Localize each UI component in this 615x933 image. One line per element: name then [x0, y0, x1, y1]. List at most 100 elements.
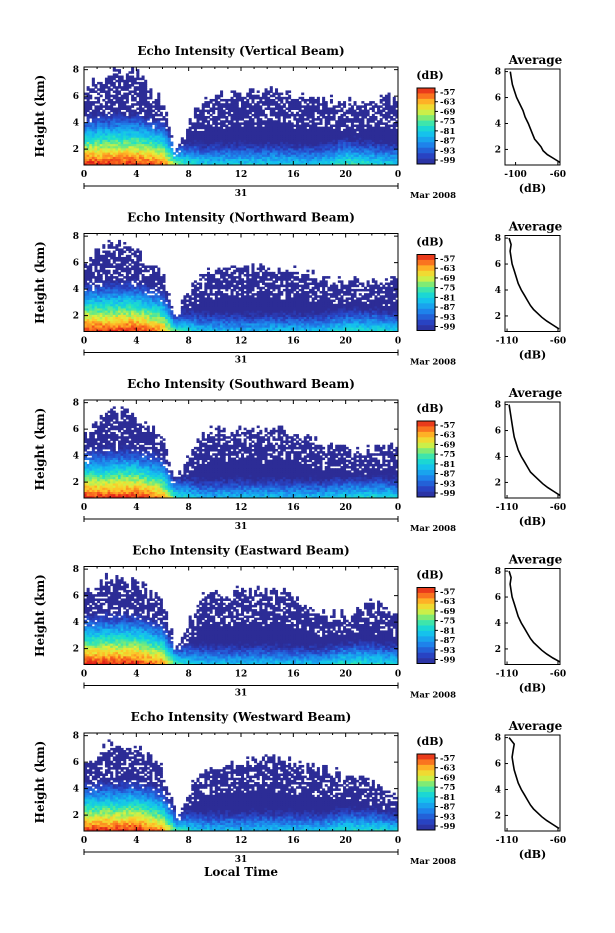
heatmap-cell — [100, 263, 103, 266]
heatmap-cell — [285, 90, 288, 93]
heatmap-cell — [236, 93, 239, 96]
heatmap-cell — [163, 274, 166, 277]
heatmap-cell — [333, 125, 336, 128]
heatmap-cell — [131, 265, 134, 268]
heatmap-cell — [393, 97, 396, 100]
heatmap-cell — [110, 99, 113, 102]
heatmap-cell — [139, 263, 142, 266]
heatmap-cell — [139, 116, 142, 119]
heatmap-cell — [251, 95, 254, 98]
heatmap-cell — [108, 240, 111, 243]
heatmap-cell — [217, 122, 220, 125]
heatmap-cell — [215, 291, 218, 294]
heatmap-cell — [121, 95, 124, 98]
heatmap-cell — [244, 120, 247, 123]
heatmap-cell — [314, 99, 317, 102]
heatmap-cell — [134, 110, 137, 113]
heatmap-cell — [110, 95, 113, 98]
heatmap-cell — [126, 255, 129, 258]
heatmap-cell — [102, 99, 105, 102]
heatmap-cell — [121, 112, 124, 115]
heatmap-cell — [147, 276, 150, 279]
heatmap-cell — [144, 293, 147, 296]
heatmap-cell — [152, 105, 155, 108]
heatmap-cell — [197, 107, 200, 110]
heatmap-cell — [197, 283, 200, 286]
heatmap-cell — [142, 274, 145, 277]
profile-y-tick-label: 4 — [495, 119, 501, 129]
x-tick-label: 20 — [339, 170, 352, 180]
heatmap-cell — [265, 88, 268, 91]
heatmap-cell — [369, 101, 372, 104]
heatmap-cell — [361, 110, 364, 113]
heatmap-cell — [128, 84, 131, 87]
heatmap-cell — [147, 295, 150, 298]
y-tick-label: 2 — [73, 145, 79, 155]
heatmap-cell — [176, 317, 179, 320]
heatmap-cell — [210, 99, 213, 102]
heatmap-cell — [118, 240, 121, 243]
heatmap-cell — [128, 255, 131, 258]
heatmap-cell — [136, 255, 139, 258]
heatmap-cell — [283, 103, 286, 106]
heatmap-cell — [123, 80, 126, 83]
heatmap-cell — [118, 69, 121, 72]
heatmap-cell — [118, 97, 121, 100]
heatmap-cell — [142, 82, 145, 85]
heatmap-cell — [215, 107, 218, 110]
heatmap-cell — [390, 105, 393, 108]
heatmap-cell — [176, 148, 179, 151]
heatmap-cell — [285, 97, 288, 100]
heatmap-cell — [105, 90, 108, 93]
heatmap-cell — [105, 270, 108, 273]
heatmap-cell — [131, 110, 134, 113]
heatmap-cell — [155, 265, 158, 268]
heatmap-cell — [168, 300, 171, 303]
heatmap-cell — [249, 103, 252, 106]
heatmap-cell — [343, 101, 346, 104]
heatmap-cell — [285, 107, 288, 110]
heatmap-cell — [134, 287, 137, 290]
heatmap-cell — [89, 285, 92, 288]
heatmap-cell — [157, 93, 160, 96]
heatmap-cell — [204, 297, 207, 300]
heatmap-cell — [128, 90, 131, 93]
heatmap-cell — [228, 99, 231, 102]
heatmap-cell — [215, 278, 218, 281]
heatmap-cell — [113, 280, 116, 283]
heatmap-cell — [94, 285, 97, 288]
heatmap-cell — [155, 289, 158, 292]
heatmap-cell — [299, 125, 302, 128]
heatmap-cell — [194, 285, 197, 288]
heatmap-cell — [183, 295, 186, 298]
heatmap-cell — [89, 95, 92, 98]
heatmap-cell — [97, 118, 100, 121]
heatmap-cell — [191, 289, 194, 292]
colorbar-segment — [417, 93, 435, 99]
heatmap-cell — [390, 116, 393, 119]
heatmap-cell — [254, 103, 257, 106]
heatmap-cell — [155, 272, 158, 275]
heatmap-cell — [354, 125, 357, 128]
heatmap-cell — [157, 114, 160, 117]
heatmap-cell — [369, 107, 372, 110]
heatmap-cell — [380, 110, 383, 113]
heatmap-cell — [267, 90, 270, 93]
heatmap-cell — [217, 127, 220, 130]
heatmap-cell — [338, 110, 341, 113]
heatmap-cell — [160, 105, 163, 108]
heatmap-cell — [374, 116, 377, 119]
heatmap-cell — [207, 120, 210, 123]
profile-x-tick-label: -60 — [550, 170, 566, 180]
heatmap-cell — [346, 116, 349, 119]
x-tick-label: 12 — [235, 170, 248, 180]
heatmap-cell — [262, 101, 265, 104]
heatmap-cell — [92, 272, 95, 275]
heatmap-cell — [152, 291, 155, 294]
heatmap-cell — [147, 101, 150, 104]
heatmap-cell — [87, 283, 90, 286]
colorbar-tick-label: -81 — [440, 127, 455, 137]
heatmap-cell — [139, 268, 142, 271]
heatmap-cell — [134, 103, 137, 106]
heatmap-cell — [131, 248, 134, 251]
